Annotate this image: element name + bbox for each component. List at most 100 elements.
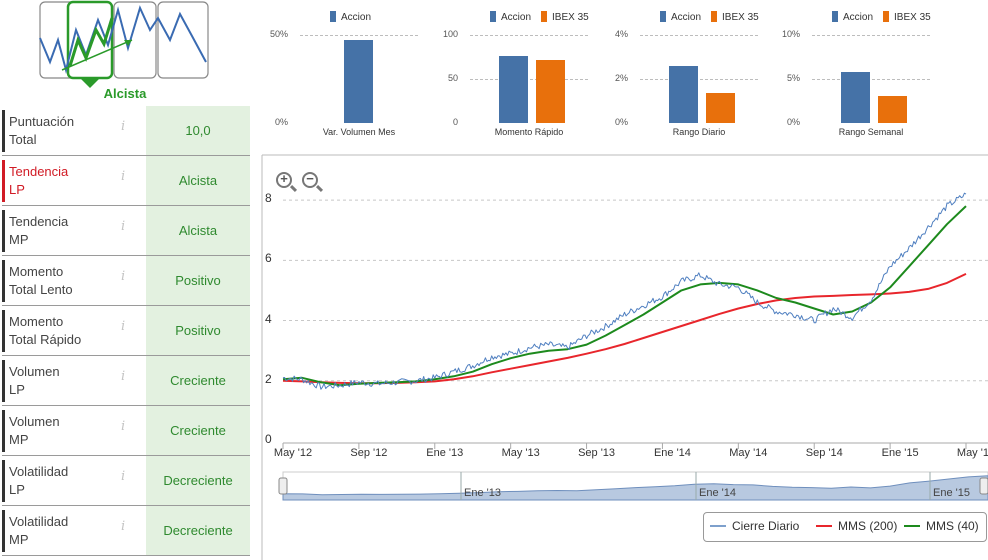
zoom-out-icon[interactable]: − <box>302 171 318 188</box>
row-marker <box>2 360 5 402</box>
y-tick-label: 8 <box>265 191 272 206</box>
factor-name: Momento Total Lento <box>9 263 119 299</box>
factor-value: 10,0 <box>146 106 250 155</box>
gridline <box>812 35 930 36</box>
y-tick-label: 0 <box>452 117 458 127</box>
factor-row[interactable]: Puntuación Total i 10,0 <box>2 106 250 156</box>
factor-name-line1: Volumen <box>9 414 60 429</box>
info-icon[interactable]: i <box>121 519 126 534</box>
mini-legend: Accion IBEX 35 <box>660 11 769 23</box>
factor-name-line1: Momento <box>9 314 64 329</box>
row-marker <box>2 410 5 452</box>
trend-selector: Alcista <box>36 0 214 104</box>
bar-accion[interactable] <box>669 65 698 123</box>
y-tick-label: 4% <box>614 29 628 39</box>
gridline <box>470 35 588 36</box>
info-icon[interactable]: i <box>121 269 126 284</box>
mini-legend-item[interactable]: IBEX 35 <box>711 11 759 23</box>
bar-accion[interactable] <box>841 71 870 123</box>
factor-row[interactable]: Tendencia LP i Alcista <box>2 156 250 206</box>
y-tick-label: 50 <box>447 73 458 83</box>
legend-swatch <box>883 11 890 22</box>
mini-chart-title: Rango Semanal <box>838 127 904 137</box>
gridline <box>640 79 758 80</box>
mini-legend-item[interactable]: IBEX 35 <box>883 11 931 23</box>
gridline <box>640 35 758 36</box>
factor-name-line2: Total Rápido <box>9 332 82 347</box>
legend-cierre[interactable]: Cierre Diario <box>710 519 799 533</box>
factor-name-line1: Puntuación <box>9 114 75 129</box>
factor-value: Positivo <box>146 306 250 355</box>
y-tick-label: 2% <box>614 73 628 83</box>
legend-label-mms40: MMS (40) <box>926 519 979 533</box>
legend-mms200[interactable]: MMS (200) <box>816 519 897 533</box>
factor-row[interactable]: Momento Total Lento i Positivo <box>2 256 250 306</box>
y-tick-label: 0% <box>274 117 288 127</box>
mini-legend-item[interactable]: Accion <box>330 11 372 23</box>
bar-ibex[interactable] <box>878 95 907 123</box>
row-marker <box>2 110 5 152</box>
gridline <box>470 79 588 80</box>
factor-row[interactable]: Volatilidad MP i Decreciente <box>2 506 250 556</box>
trend-price-line <box>39 5 207 74</box>
info-icon[interactable]: i <box>121 469 126 484</box>
y-tick-label: 5% <box>786 73 800 83</box>
legend-label-mms200: MMS (200) <box>838 519 898 533</box>
y-tick-label: 10% <box>781 29 800 39</box>
factor-row[interactable]: Volumen LP i Creciente <box>2 356 250 406</box>
factor-row[interactable]: Volumen MP i Creciente <box>2 406 250 456</box>
factor-value: Positivo <box>146 256 250 305</box>
factor-name-line1: Momento <box>9 264 64 279</box>
factor-row[interactable]: Momento Total Rápido i Positivo <box>2 306 250 356</box>
factor-name-line2: MP <box>9 232 29 247</box>
legend-swatch <box>711 11 718 22</box>
zoom-in-icon[interactable]: + <box>276 171 292 188</box>
trend-panels <box>39 0 209 88</box>
info-icon[interactable]: i <box>121 319 126 334</box>
trend-label: Alcista <box>103 86 147 101</box>
series-mms-200[interactable] <box>282 272 967 385</box>
legend-swatch <box>541 11 548 22</box>
info-icon[interactable]: i <box>121 119 126 134</box>
factor-name: Tendencia MP <box>9 213 119 249</box>
legend-swatch <box>660 11 666 22</box>
mini-legend-label: Accion <box>341 12 372 23</box>
bar-ibex[interactable] <box>536 59 565 123</box>
series-cierre-diario[interactable] <box>282 192 967 390</box>
factor-value: Decreciente <box>146 456 250 505</box>
factor-value: Creciente <box>146 356 250 405</box>
bar-ibex[interactable] <box>706 93 735 123</box>
series-mms-40[interactable] <box>282 205 967 387</box>
legend-line-mms200 <box>816 525 832 527</box>
factor-row[interactable]: Tendencia MP i Alcista <box>2 206 250 256</box>
mini-legend-item[interactable]: IBEX 35 <box>541 11 589 23</box>
trend-panel-lateral <box>157 1 209 79</box>
row-marker <box>2 260 5 302</box>
factor-name-line2: LP <box>9 382 25 397</box>
info-icon[interactable]: i <box>121 369 126 384</box>
x-tick-label: May '12 <box>273 447 313 459</box>
navigator-right-handle[interactable] <box>979 477 988 495</box>
mini-legend-item[interactable]: Accion <box>660 11 701 23</box>
x-tick-label: May '13 <box>501 447 540 459</box>
factor-name-line1: Tendencia <box>9 164 69 179</box>
info-icon[interactable]: i <box>121 419 126 434</box>
row-marker <box>2 210 5 252</box>
mini-legend-item[interactable]: Accion <box>832 11 873 23</box>
info-icon[interactable]: i <box>121 219 126 234</box>
mini-chart-title: Momento Rápido <box>494 127 564 137</box>
factor-name-line2: LP <box>9 182 25 197</box>
factor-row[interactable]: Volatilidad LP i Decreciente <box>2 456 250 506</box>
x-tick-label: May '15 <box>956 447 988 459</box>
navigator-left-handle[interactable] <box>278 477 288 495</box>
gridline <box>812 79 930 80</box>
info-icon[interactable]: i <box>121 169 126 184</box>
factor-value: Alcista <box>146 206 250 255</box>
y-tick-label: 50% <box>269 29 288 39</box>
legend-mms40[interactable]: MMS (40) <box>904 519 979 533</box>
bar-accion[interactable] <box>344 40 373 123</box>
bar-accion[interactable] <box>499 56 528 123</box>
mini-legend: Accion IBEX 35 <box>832 11 941 23</box>
mini-legend-item[interactable]: Accion <box>490 11 531 23</box>
